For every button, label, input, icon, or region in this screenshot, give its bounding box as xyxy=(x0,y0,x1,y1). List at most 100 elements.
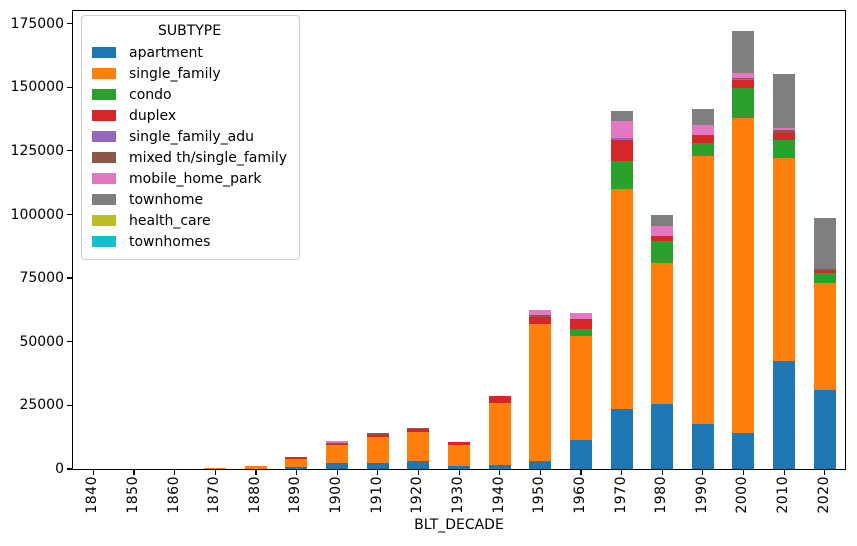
legend-label: townhomes xyxy=(129,233,211,250)
y-tick xyxy=(67,213,72,216)
bar-segment-townhome xyxy=(610,110,633,121)
x-tick-label: 1910 xyxy=(368,476,385,514)
bar-segment-single-family xyxy=(732,117,755,433)
bar-segment-single-family xyxy=(569,336,592,440)
legend-items: apartment single_family condo duplex single_… xyxy=(92,42,287,252)
legend-label: single_family xyxy=(129,65,221,82)
bar-segment-mixed-th-single-family xyxy=(326,442,349,444)
bar-segment-apartment xyxy=(529,460,552,469)
y-tick xyxy=(67,468,72,470)
bar-segment-apartment xyxy=(813,390,836,469)
x-tick-label: 1920 xyxy=(409,476,426,514)
legend-item: single_family_adu xyxy=(92,126,287,147)
legend-swatch-icon xyxy=(92,194,116,205)
bar-segment-single-family xyxy=(448,445,470,466)
bar-segment-mobile-home-park xyxy=(651,226,674,237)
y-tick-label: 25000 xyxy=(19,397,64,414)
x-tick-label: 2010 xyxy=(775,476,792,514)
bar-segment-apartment xyxy=(732,432,755,469)
legend-label: townhome xyxy=(129,191,204,208)
bar-segment-single-family xyxy=(366,437,389,463)
bar-segment-duplex xyxy=(651,236,674,242)
legend-item: condo xyxy=(92,84,287,105)
bar-segment-single-family xyxy=(691,155,714,424)
bar-segment-condo xyxy=(569,328,592,337)
legend-item: single_family xyxy=(92,63,287,84)
legend-label: single_family_adu xyxy=(129,128,254,145)
x-tick xyxy=(214,470,216,475)
legend-label: mobile_home_park xyxy=(129,170,262,187)
bar-segment-duplex xyxy=(326,443,349,445)
bar-segment-condo xyxy=(651,241,674,264)
y-tick-label: 125000 xyxy=(10,142,64,159)
y-tick-label: 175000 xyxy=(10,15,64,32)
x-tick xyxy=(702,470,704,475)
y-tick-label: 0 xyxy=(55,461,64,477)
bar-segment-duplex xyxy=(488,395,511,404)
bar-segment-single-family xyxy=(610,188,633,410)
x-tick-label: 1980 xyxy=(653,476,670,514)
legend-item: mixed th/single_family xyxy=(92,147,287,168)
x-tick xyxy=(174,470,176,475)
y-tick-label: 150000 xyxy=(10,79,64,96)
x-tick-label: 1960 xyxy=(571,476,588,514)
bar-segment-apartment xyxy=(651,404,674,469)
legend: SUBTYPE apartment single_family condo duple… xyxy=(81,15,301,260)
x-tick xyxy=(458,470,460,475)
bar-segment-townhome xyxy=(813,217,836,269)
x-tick xyxy=(824,470,826,475)
x-tick-label: 1970 xyxy=(612,476,629,514)
legend-title: SUBTYPE xyxy=(157,23,222,39)
y-tick xyxy=(67,150,72,152)
bar-segment-condo xyxy=(773,139,796,158)
x-tick xyxy=(621,470,623,475)
x-tick-label: 1940 xyxy=(490,476,507,514)
y-tick-label: 50000 xyxy=(19,333,64,350)
x-tick xyxy=(295,470,298,475)
x-tick xyxy=(783,470,785,475)
x-tick-label: 2020 xyxy=(815,476,832,514)
legend-swatch-icon xyxy=(92,131,116,142)
bar-segment-single-family xyxy=(529,324,552,461)
y-tick xyxy=(67,404,72,406)
x-tick xyxy=(336,470,338,475)
bar-segment-single-family xyxy=(326,444,349,464)
bar-segment-single-family xyxy=(773,157,796,362)
bar-segment-townhome xyxy=(773,73,796,128)
x-tick-label: 1860 xyxy=(165,476,182,514)
bar-segment-condo xyxy=(732,87,755,118)
legend-swatch-icon xyxy=(92,68,116,79)
legend-swatch-icon xyxy=(92,47,116,58)
bar-segment-duplex xyxy=(773,133,796,140)
bar-segment-apartment xyxy=(326,463,349,469)
x-tick-label: 1880 xyxy=(246,476,263,514)
legend-label: health_care xyxy=(129,212,211,229)
x-tick xyxy=(133,470,135,475)
bar-segment-apartment xyxy=(610,409,633,469)
legend-label: mixed th/single_family xyxy=(129,149,288,166)
bar-segment-duplex xyxy=(569,318,592,329)
bar-segment-single-family xyxy=(285,458,308,468)
bar-segment-apartment xyxy=(448,465,470,469)
legend-swatch-icon xyxy=(92,236,116,247)
bar-segment-mobile-home-park xyxy=(691,124,714,135)
x-tick-label: 1990 xyxy=(693,476,710,514)
bar-segment-duplex xyxy=(285,456,308,459)
x-tick xyxy=(661,470,663,475)
bar-segment-single-family xyxy=(488,403,511,465)
bar-segment-townhome xyxy=(651,214,674,227)
x-tick xyxy=(539,470,541,475)
bar-segment-duplex xyxy=(529,317,552,325)
y-tick xyxy=(67,277,72,279)
bar-segment-mobile-home-park xyxy=(569,312,592,319)
bar-segment-duplex xyxy=(732,79,755,88)
x-tick-label: 1950 xyxy=(531,476,548,514)
x-tick-label: 1870 xyxy=(206,476,223,514)
bar-segment-apartment xyxy=(773,361,796,469)
y-tick xyxy=(67,23,72,25)
x-tick-label: 1840 xyxy=(84,476,101,514)
x-tick xyxy=(499,470,501,475)
bar-segment-single-family-adu xyxy=(610,137,633,141)
legend-item: apartment xyxy=(92,42,287,63)
